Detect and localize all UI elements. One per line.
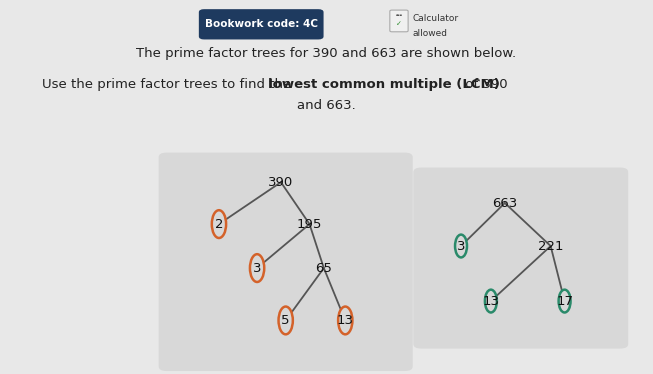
Ellipse shape — [558, 289, 571, 313]
Text: 390: 390 — [268, 176, 294, 189]
Text: 663: 663 — [492, 196, 517, 209]
Text: 13: 13 — [483, 295, 500, 307]
Text: The prime factor trees for 390 and 663 are shown below.: The prime factor trees for 390 and 663 a… — [136, 47, 517, 59]
Ellipse shape — [279, 307, 293, 334]
Text: 3: 3 — [456, 239, 466, 252]
FancyBboxPatch shape — [199, 9, 324, 40]
Text: 17: 17 — [556, 295, 573, 307]
Text: Bookwork code: 4C: Bookwork code: 4C — [204, 19, 318, 29]
Text: 65: 65 — [315, 261, 332, 275]
Ellipse shape — [485, 289, 497, 313]
FancyBboxPatch shape — [390, 10, 408, 32]
FancyBboxPatch shape — [159, 153, 413, 371]
Text: Calculator: Calculator — [412, 14, 458, 23]
Ellipse shape — [338, 307, 353, 334]
Ellipse shape — [455, 234, 467, 257]
Text: ▪▪▪: ▪▪▪ — [396, 13, 402, 18]
Text: 221: 221 — [538, 239, 564, 252]
Text: Use the prime factor trees to find the: Use the prime factor trees to find the — [42, 78, 296, 91]
Text: 13: 13 — [337, 314, 354, 327]
Text: and 663.: and 663. — [297, 99, 356, 112]
Text: 2: 2 — [215, 218, 223, 231]
Text: ✓: ✓ — [396, 21, 402, 27]
Text: 3: 3 — [253, 261, 261, 275]
Text: 195: 195 — [297, 218, 322, 231]
Text: allowed: allowed — [412, 29, 447, 38]
FancyBboxPatch shape — [413, 168, 628, 349]
Text: lowest common multiple (LCM): lowest common multiple (LCM) — [268, 78, 500, 91]
Text: of 390: of 390 — [461, 78, 507, 91]
Ellipse shape — [250, 254, 264, 282]
Text: 5: 5 — [281, 314, 290, 327]
Ellipse shape — [212, 210, 226, 238]
